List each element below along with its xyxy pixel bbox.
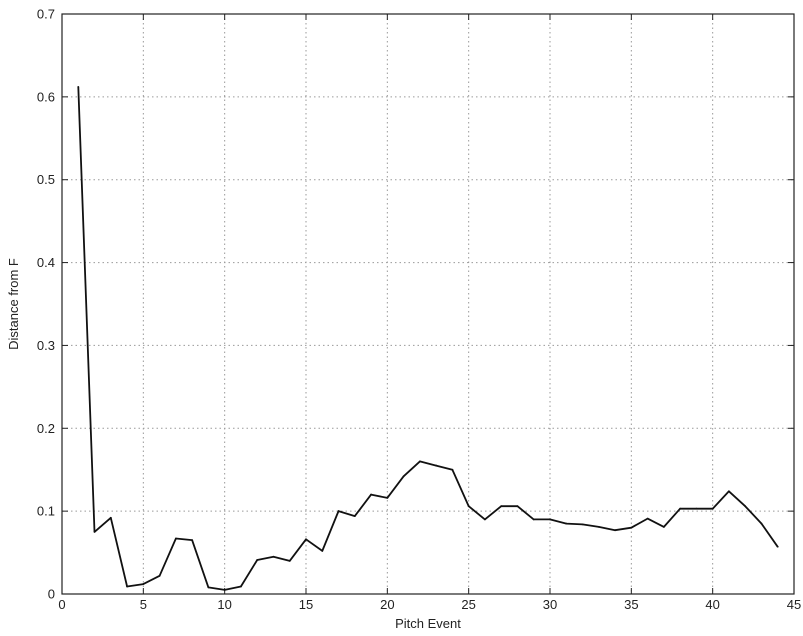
data-point [467,505,470,508]
data-point [337,510,340,513]
data-point [126,585,128,588]
data-point [353,515,356,518]
data-point [207,586,210,589]
x-tick-label: 20 [380,597,394,612]
y-tick-label: 0.1 [37,504,55,519]
y-axis-title: Distance from F [6,258,21,350]
data-point [614,529,616,532]
data-point [386,496,389,499]
series-layer [77,86,779,591]
plot-frame [61,13,795,595]
data-point [581,523,584,526]
data-point [451,468,454,471]
y-tick-label: 0.7 [37,7,55,22]
data-point [630,526,633,529]
data-point [516,505,519,508]
data-point [77,86,80,88]
x-axis-title: Pitch Event [395,616,461,631]
grid [62,14,794,594]
x-tick-label: 10 [217,597,231,612]
data-point [402,475,405,478]
data-point [305,538,307,541]
y-tick-label: 0.2 [37,421,55,436]
data-point [565,522,568,525]
data-point [418,460,421,463]
data-point [240,585,242,588]
data-point [549,518,551,521]
data-point [321,550,324,552]
data-point [728,490,730,493]
y-tick-label: 0.3 [37,338,55,353]
data-point [711,507,714,510]
data-point [142,583,145,585]
y-tick-label: 0.6 [37,89,55,104]
axis-ticks: 0 5 10 15 20 25 30 35 40 45 0 0.1 0.2 0.3 0.4 0.5 0.6 0.7 [37,7,801,613]
data-point [223,588,226,591]
data-point [500,505,503,508]
data-point [776,545,779,548]
data-point [695,507,698,510]
data-point [484,518,486,521]
y-tick-label: 0 [48,587,55,602]
data-point [272,555,275,558]
x-tick-label: 5 [140,597,147,612]
data-point [744,505,747,508]
data-point [191,539,194,542]
data-point [288,559,291,562]
data-point [158,574,161,577]
data-point [532,518,535,521]
x-tick-label: 0 [58,597,65,612]
data-point [93,530,96,533]
data-point [662,525,665,528]
x-tick-label: 35 [624,597,638,612]
data-point [760,522,763,525]
x-tick-label: 40 [705,597,719,612]
series-line [77,86,779,591]
x-tick-label: 30 [543,597,557,612]
data-point [646,517,649,520]
data-point [370,493,372,496]
data-point [435,464,438,467]
y-tick-label: 0.5 [37,172,55,187]
x-tick-label: 45 [787,597,801,612]
x-tick-label: 15 [299,597,313,612]
data-point [109,516,112,519]
data-point [679,507,682,510]
data-point [174,537,177,540]
data-point [256,559,259,561]
data-point [597,525,600,528]
x-tick-label: 25 [461,597,475,612]
y-tick-label: 0.4 [37,255,55,270]
